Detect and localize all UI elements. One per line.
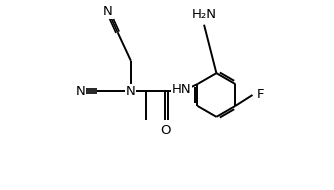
Text: O: O: [160, 124, 170, 136]
Text: N: N: [103, 5, 113, 18]
Text: N: N: [76, 85, 86, 98]
Text: N: N: [126, 85, 136, 98]
Text: F: F: [257, 89, 265, 101]
Text: H₂N: H₂N: [192, 8, 216, 21]
Text: HN: HN: [171, 83, 191, 96]
